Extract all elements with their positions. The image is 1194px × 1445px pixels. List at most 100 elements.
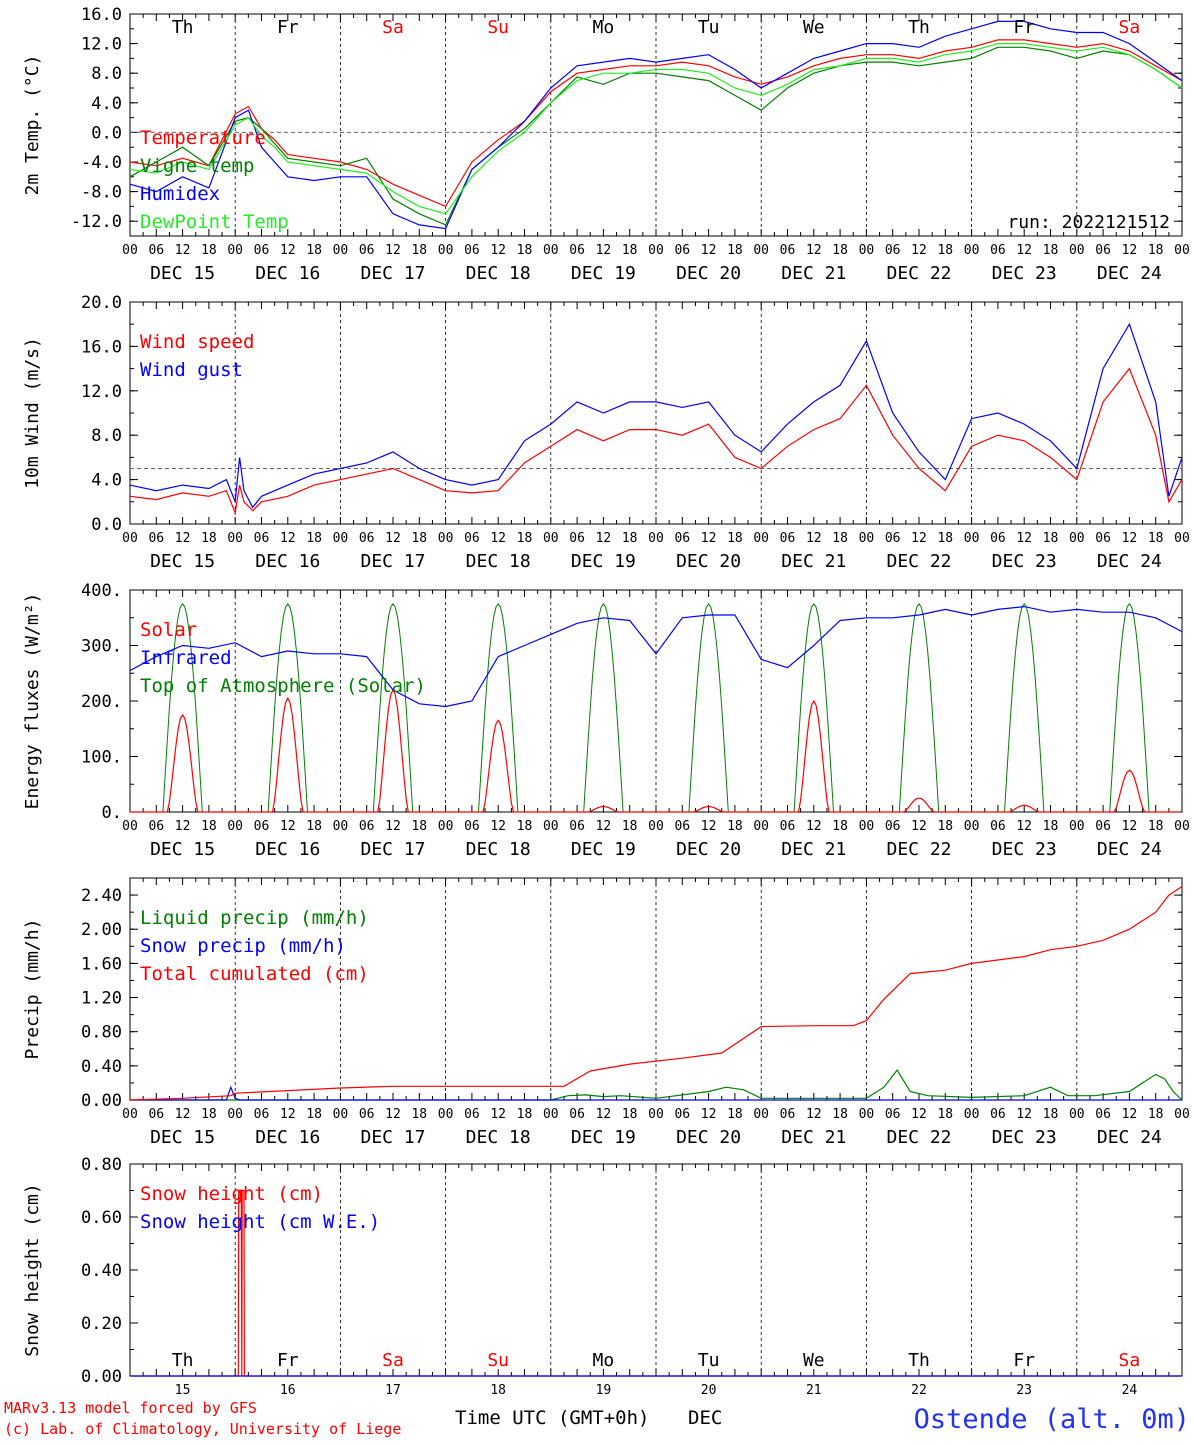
- hour-tick-label: 18: [937, 1107, 953, 1122]
- y-tick-label: 0.40: [81, 1261, 122, 1281]
- date-label: DEC 18: [466, 1127, 531, 1148]
- legend-entry: Humidex: [140, 183, 220, 205]
- hour-tick-label: 00: [1069, 1107, 1085, 1122]
- date-label: DEC 16: [255, 551, 320, 572]
- hour-tick-label: 18: [1043, 243, 1059, 258]
- date-label: DEC 17: [360, 263, 425, 284]
- date-label: DEC 20: [676, 263, 741, 284]
- date-label: DEC 17: [360, 839, 425, 860]
- panel-4: 2.40 2.00 1.60 1.20 0.80 0.40 0.00 Precip (mm/h…: [22, 877, 1190, 1148]
- weekday-label: Tu: [698, 17, 720, 38]
- y-tick-label: -8.0: [81, 183, 122, 203]
- hour-tick-label: 06: [780, 819, 796, 834]
- credit-line: MARv3.13 model forced by GFS: [4, 1399, 257, 1417]
- hour-tick-label: 06: [990, 819, 1006, 834]
- hour-tick-label: 00: [438, 531, 454, 546]
- legend-entry: Total cumulated (cm): [140, 963, 369, 985]
- hour-tick-label: 18: [201, 531, 217, 546]
- run-annotation: run: 2022121512: [1007, 212, 1170, 233]
- date-label: DEC 22: [886, 263, 951, 284]
- date-label: DEC 23: [992, 263, 1057, 284]
- hour-tick-label: 00: [333, 531, 349, 546]
- hour-tick-label: 00: [1174, 531, 1190, 546]
- y-tick-label: 12.0: [81, 382, 122, 402]
- legend-entry: DewPoint Temp: [140, 211, 289, 233]
- series-line-total-cumulated-cm-: [129, 885, 1183, 1101]
- hour-tick-label: 00: [543, 819, 559, 834]
- hour-tick-label: 06: [1095, 243, 1111, 258]
- hour-tick-label: 06: [359, 243, 375, 258]
- hour-tick-label: 12: [911, 243, 927, 258]
- hour-tick-label: 06: [464, 1107, 480, 1122]
- y-axis-label: 2m Temp. (°C): [22, 55, 43, 196]
- hour-tick-label: 06: [359, 531, 375, 546]
- hour-tick-label: 06: [674, 243, 690, 258]
- hour-tick-label: 12: [701, 531, 717, 546]
- date-label: DEC 20: [676, 839, 741, 860]
- date-label: DEC 21: [781, 1127, 846, 1148]
- date-label: DEC 24: [1097, 839, 1162, 860]
- date-label: DEC 17: [360, 551, 425, 572]
- y-tick-label: 0.40: [81, 1057, 122, 1077]
- date-label: DEC 15: [150, 263, 215, 284]
- hour-tick-label: 18: [727, 531, 743, 546]
- date-label: DEC 17: [360, 1127, 425, 1148]
- hour-tick-label: 06: [359, 819, 375, 834]
- series-line-wind-speed: [129, 367, 1183, 516]
- date-label: DEC 20: [676, 551, 741, 572]
- hour-tick-label: 06: [148, 1107, 164, 1122]
- hour-tick-label: 18: [306, 243, 322, 258]
- hour-tick-label: 18: [1043, 1107, 1059, 1122]
- day-number-label: 17: [385, 1383, 401, 1398]
- hour-tick-label: 06: [674, 819, 690, 834]
- y-tick-label: 0.80: [81, 1155, 122, 1175]
- hour-tick-label: 00: [859, 819, 875, 834]
- weekday-label: Fr: [277, 1350, 299, 1371]
- hour-tick-label: 06: [569, 243, 585, 258]
- date-label: DEC 19: [571, 839, 636, 860]
- hour-tick-label: 06: [254, 819, 270, 834]
- series-line-humidex: [129, 20, 1183, 230]
- hour-tick-label: 00: [1174, 1107, 1190, 1122]
- hour-tick-label: 12: [1122, 531, 1138, 546]
- date-label: DEC 23: [992, 1127, 1057, 1148]
- y-tick-label: 1.60: [81, 954, 122, 974]
- legend-entry: Snow precip (mm/h): [140, 935, 346, 957]
- hour-tick-label: 00: [543, 243, 559, 258]
- hour-tick-label: 12: [490, 531, 506, 546]
- y-tick-label: 12.0: [81, 35, 122, 55]
- hour-tick-label: 00: [227, 819, 243, 834]
- y-tick-label: 0.: [102, 803, 122, 823]
- legend-entry: Infrared: [140, 647, 232, 669]
- y-tick-label: 0.00: [81, 1091, 122, 1111]
- hour-tick-label: 12: [385, 1107, 401, 1122]
- hour-tick-label: 18: [727, 819, 743, 834]
- hour-tick-label: 12: [385, 819, 401, 834]
- legend-entry: Solar: [140, 619, 197, 641]
- hour-tick-label: 18: [517, 531, 533, 546]
- weekday-label: We: [803, 17, 825, 38]
- legend-entry: Wind speed: [140, 331, 254, 353]
- hour-tick-label: 00: [438, 243, 454, 258]
- hour-tick-label: 00: [122, 1107, 138, 1122]
- hour-tick-label: 06: [674, 1107, 690, 1122]
- hour-tick-label: 12: [1016, 243, 1032, 258]
- hour-tick-label: 06: [148, 819, 164, 834]
- panel-1: 16.0 12.0 8.0 4.0 0.0 -4.0 -8.0 -12.0 2m Temp. (…: [22, 5, 1190, 284]
- hour-tick-label: 00: [964, 243, 980, 258]
- hour-tick-label: 18: [727, 1107, 743, 1122]
- date-label: DEC 15: [150, 1127, 215, 1148]
- hour-tick-label: 00: [438, 1107, 454, 1122]
- y-tick-label: 0.00: [81, 1367, 122, 1387]
- weekday-label: Sa: [1119, 1350, 1141, 1371]
- y-axis-label: 10m Wind (m/s): [22, 337, 43, 489]
- hour-tick-label: 12: [806, 1107, 822, 1122]
- hour-tick-label: 06: [885, 531, 901, 546]
- hour-tick-label: 12: [1016, 531, 1032, 546]
- date-label: DEC 18: [466, 551, 531, 572]
- hour-tick-label: 18: [306, 819, 322, 834]
- hour-tick-label: 18: [832, 531, 848, 546]
- hour-tick-label: 18: [1148, 531, 1164, 546]
- legend-entry: Top of Atmosphere (Solar): [140, 675, 426, 697]
- footer: MARv3.13 model forced by GFS (c) Lab. of …: [4, 1399, 1190, 1438]
